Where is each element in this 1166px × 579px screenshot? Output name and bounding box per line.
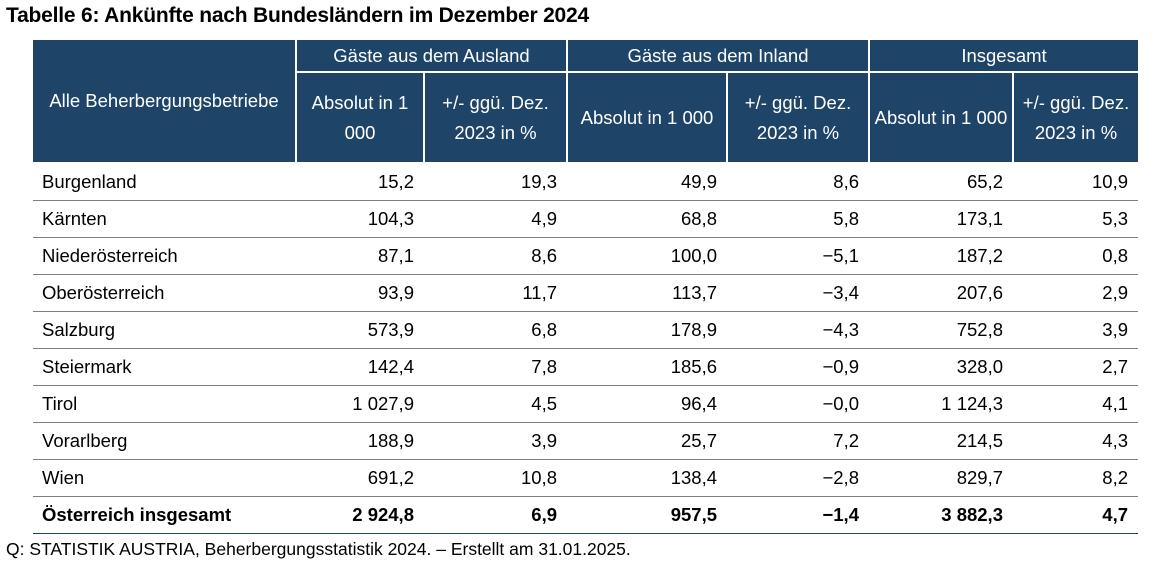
- table-body: Burgenland 15,2 19,3 49,9 8,6 65,2 10,9 Kärnten…: [33, 163, 1139, 534]
- header-group-ausland: Gäste aus dem Ausland: [295, 38, 568, 73]
- total-insgesamt-absolut-cell: 3 882,3: [869, 496, 1013, 534]
- header-ausland-absolut: Absolut in 1 000: [295, 71, 425, 164]
- table-title: Tabelle 6: Ankünfte nach Bundesländern i…: [6, 4, 589, 27]
- table-row: Burgenland 15,2 19,3 49,9 8,6 65,2 10,9: [33, 163, 1139, 201]
- ausland-change-cell: 10,8: [424, 459, 567, 497]
- insgesamt-change-cell: 3,9: [1013, 311, 1139, 349]
- insgesamt-change-cell: 2,9: [1013, 274, 1139, 312]
- insgesamt-change-cell: 8,2: [1013, 459, 1139, 497]
- insgesamt-change-cell: 10,9: [1013, 163, 1139, 201]
- inland-change-cell: −3,4: [727, 274, 869, 312]
- inland-change-cell: 7,2: [727, 422, 869, 460]
- ausland-change-cell: 11,7: [424, 274, 567, 312]
- insgesamt-absolut-cell: 829,7: [869, 459, 1013, 497]
- inland-absolut-cell: 49,9: [567, 163, 727, 201]
- state-name-cell: Niederösterreich: [33, 237, 296, 275]
- table-row: Oberösterreich 93,9 11,7 113,7 −3,4 207,6 2,9: [33, 274, 1139, 312]
- inland-absolut-cell: 96,4: [567, 385, 727, 423]
- ausland-change-cell: 7,8: [424, 348, 567, 386]
- insgesamt-absolut-cell: 214,5: [869, 422, 1013, 460]
- header-inland-absolut: Absolut in 1 000: [566, 71, 728, 164]
- table-header: Alle Beherbergungsbetriebe Gäste aus dem…: [33, 38, 1139, 164]
- insgesamt-absolut-cell: 187,2: [869, 237, 1013, 275]
- total-inland-absolut-cell: 957,5: [567, 496, 727, 534]
- inland-change-cell: −0,9: [727, 348, 869, 386]
- total-inland-change-cell: −1,4: [727, 496, 869, 534]
- inland-change-cell: −2,8: [727, 459, 869, 497]
- inland-absolut-cell: 100,0: [567, 237, 727, 275]
- table-row: Salzburg 573,9 6,8 178,9 −4,3 752,8 3,9: [33, 311, 1139, 349]
- header-insgesamt-absolut: Absolut in 1 000: [868, 71, 1014, 164]
- source-note: Q: STATISTIK AUSTRIA, Beherbergungsstati…: [6, 539, 631, 559]
- inland-change-cell: −0,0: [727, 385, 869, 423]
- inland-change-cell: 8,6: [727, 163, 869, 201]
- ausland-absolut-cell: 142,4: [296, 348, 424, 386]
- header-inland-change: +/- ggü. Dez. 2023 in %: [726, 71, 870, 164]
- inland-absolut-cell: 185,6: [567, 348, 727, 386]
- insgesamt-change-cell: 5,3: [1013, 200, 1139, 238]
- state-name-cell: Vorarlberg: [33, 422, 296, 460]
- ausland-absolut-cell: 104,3: [296, 200, 424, 238]
- inland-change-cell: 5,8: [727, 200, 869, 238]
- insgesamt-absolut-cell: 207,6: [869, 274, 1013, 312]
- total-ausland-change-cell: 6,9: [424, 496, 567, 534]
- state-name-cell: Wien: [33, 459, 296, 497]
- total-state-name-cell: Österreich insgesamt: [33, 496, 296, 534]
- table-row: Kärnten 104,3 4,9 68,8 5,8 173,1 5,3: [33, 200, 1139, 238]
- table-row: Tirol 1 027,9 4,5 96,4 −0,0 1 124,3 4,1: [33, 385, 1139, 423]
- state-name-cell: Tirol: [33, 385, 296, 423]
- table-row: Vorarlberg 188,9 3,9 25,7 7,2 214,5 4,3: [33, 422, 1139, 460]
- inland-absolut-cell: 138,4: [567, 459, 727, 497]
- insgesamt-absolut-cell: 328,0: [869, 348, 1013, 386]
- ausland-change-cell: 6,8: [424, 311, 567, 349]
- ausland-absolut-cell: 573,9: [296, 311, 424, 349]
- header-insgesamt-change: +/- ggü. Dez. 2023 in %: [1011, 71, 1139, 164]
- insgesamt-absolut-cell: 1 124,3: [869, 385, 1013, 423]
- ausland-absolut-cell: 93,9: [296, 274, 424, 312]
- total-row: Österreich insgesamt 2 924,8 6,9 957,5 −1,4 3…: [33, 496, 1139, 534]
- ausland-change-cell: 4,5: [424, 385, 567, 423]
- table-row: Wien 691,2 10,8 138,4 −2,8 829,7 8,2: [33, 459, 1139, 497]
- insgesamt-change-cell: 0,8: [1013, 237, 1139, 275]
- ausland-absolut-cell: 691,2: [296, 459, 424, 497]
- table-row: Steiermark 142,4 7,8 185,6 −0,9 328,0 2,7: [33, 348, 1139, 386]
- state-name-cell: Kärnten: [33, 200, 296, 238]
- arrivals-table: Alle Beherbergungsbetriebe Gäste aus dem…: [33, 38, 1139, 534]
- inland-absolut-cell: 113,7: [567, 274, 727, 312]
- ausland-change-cell: 4,9: [424, 200, 567, 238]
- inland-absolut-cell: 178,9: [567, 311, 727, 349]
- insgesamt-absolut-cell: 173,1: [869, 200, 1013, 238]
- state-name-cell: Steiermark: [33, 348, 296, 386]
- table-row: Niederösterreich 87,1 8,6 100,0 −5,1 187,2 0,8: [33, 237, 1139, 275]
- inland-change-cell: −4,3: [727, 311, 869, 349]
- ausland-absolut-cell: 15,2: [296, 163, 424, 201]
- header-group-inland: Gäste aus dem Inland: [566, 38, 870, 73]
- ausland-change-cell: 8,6: [424, 237, 567, 275]
- ausland-absolut-cell: 188,9: [296, 422, 424, 460]
- insgesamt-change-cell: 4,3: [1013, 422, 1139, 460]
- state-name-cell: Burgenland: [33, 163, 296, 201]
- insgesamt-change-cell: 2,7: [1013, 348, 1139, 386]
- inland-change-cell: −5,1: [727, 237, 869, 275]
- ausland-change-cell: 19,3: [424, 163, 567, 201]
- total-insgesamt-change-cell: 4,7: [1013, 496, 1139, 534]
- ausland-change-cell: 3,9: [424, 422, 567, 460]
- ausland-absolut-cell: 87,1: [296, 237, 424, 275]
- insgesamt-absolut-cell: 752,8: [869, 311, 1013, 349]
- header-group-insgesamt: Insgesamt: [867, 38, 1139, 73]
- state-name-cell: Salzburg: [33, 311, 296, 349]
- inland-absolut-cell: 25,7: [567, 422, 727, 460]
- total-ausland-absolut-cell: 2 924,8: [296, 496, 424, 534]
- state-name-cell: Oberösterreich: [33, 274, 296, 312]
- insgesamt-change-cell: 4,1: [1013, 385, 1139, 423]
- inland-absolut-cell: 68,8: [567, 200, 727, 238]
- insgesamt-absolut-cell: 65,2: [869, 163, 1013, 201]
- ausland-absolut-cell: 1 027,9: [296, 385, 424, 423]
- header-ausland-change: +/- ggü. Dez. 2023 in %: [423, 71, 568, 164]
- header-corner: Alle Beherbergungsbetriebe: [33, 38, 297, 164]
